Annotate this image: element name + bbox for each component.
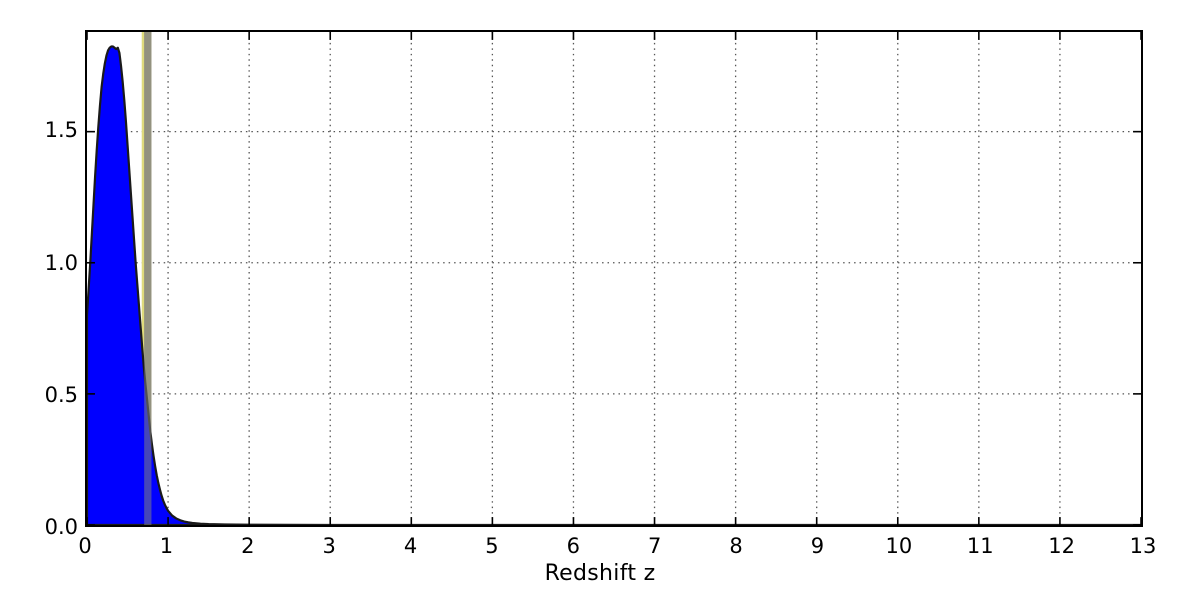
- x-tick-label: 11: [966, 534, 994, 558]
- x-tick-label: 2: [241, 534, 255, 558]
- data-series-group: [87, 32, 1141, 525]
- y-tick-label: 1.0: [44, 250, 78, 275]
- pdf-curve: [87, 45, 1141, 525]
- x-tick-label: 10: [885, 534, 913, 558]
- x-tick-label: 9: [810, 534, 825, 558]
- x-axis-title-text: Redshift z: [544, 561, 656, 586]
- y-tick-label: 0.0: [44, 515, 78, 539]
- x-tick-label: 3: [322, 534, 336, 558]
- x-tick-label: 6: [566, 534, 580, 558]
- x-tick-label: 4: [403, 534, 418, 558]
- x-tick-label: 13: [1129, 534, 1157, 558]
- x-tick-label: 5: [485, 534, 499, 558]
- y-tick-label: 1.5: [44, 118, 78, 143]
- plot-area: [85, 30, 1143, 527]
- x-tick-label: 1: [159, 534, 174, 558]
- x-tick-label: 0: [78, 534, 92, 558]
- x-tick-label: 7: [648, 534, 662, 558]
- x-tick-label: 8: [729, 534, 743, 558]
- best-fit-redshift-line-overlay: [144, 32, 152, 525]
- x-tick-label: 12: [1048, 534, 1075, 558]
- gridlines-group: [87, 32, 1141, 525]
- y-tick-label: 0.5: [44, 382, 78, 407]
- axis-ticks-group: [87, 32, 1141, 525]
- plot-svg: [87, 32, 1141, 525]
- x-axis-title: Redshift z: [0, 561, 1200, 586]
